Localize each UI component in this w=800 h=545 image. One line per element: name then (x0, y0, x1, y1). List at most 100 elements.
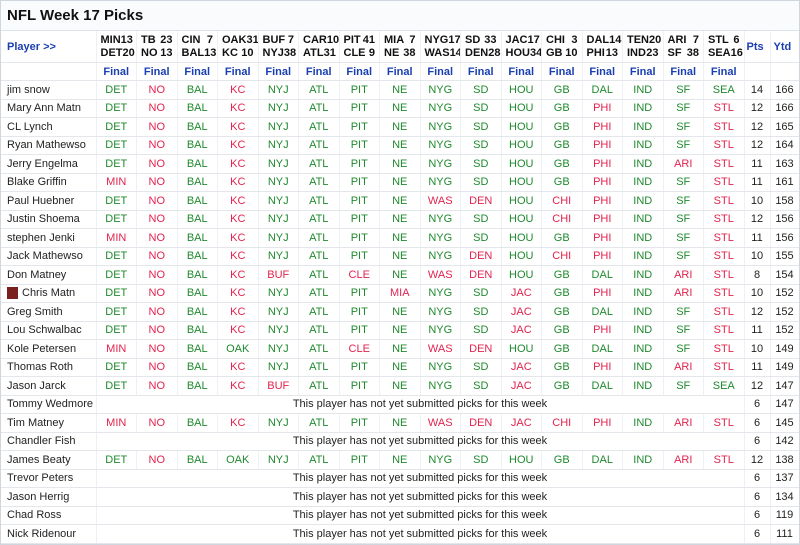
team-line: SEA 16 (704, 47, 743, 60)
ytd: 156 (770, 210, 799, 229)
team: ARI (667, 33, 687, 46)
pick: DET (96, 154, 137, 174)
avatar (7, 287, 18, 300)
player-row: Chad Ross This player has not yet submitt… (1, 506, 799, 525)
pick: NYJ (258, 302, 299, 322)
player-name-cell: Kole Petersen (1, 339, 97, 359)
pick: MIN (96, 413, 137, 433)
pick: DET (96, 247, 137, 266)
player-row: Tommy Wedmore This player has not yet sub… (1, 395, 799, 414)
points: 12 (744, 302, 771, 322)
pick: KC (217, 136, 259, 155)
pick: IND (622, 413, 664, 433)
team-line: NE 38 (380, 47, 419, 60)
team: CHI (546, 33, 565, 46)
pick: SD (460, 376, 502, 396)
game-header: NYG17WAS14 (420, 31, 461, 63)
pick: NYG (420, 228, 461, 248)
points: 11 (744, 228, 771, 248)
pick: PHI (582, 413, 623, 433)
pick: JAC (501, 358, 542, 377)
points: 11 (744, 173, 771, 192)
pick: JAC (501, 302, 542, 322)
ytd: 149 (770, 339, 799, 359)
player-name-cell: Mary Ann Matn (1, 99, 97, 118)
player-row: CL Lynch DET NO BAL KC NYJ ATL PIT NE NYG SD HOU GB P… (1, 117, 799, 137)
pick: SD (460, 450, 502, 470)
game-status: Final (501, 62, 542, 81)
pick: IND (622, 339, 664, 359)
player-row: Greg Smith DET NO BAL KC NYJ ATL PIT NE NYG SD JAC G… (1, 302, 799, 322)
pick: SD (460, 321, 502, 340)
status-row: Final Final Final Final Final Final Final Final… (1, 62, 799, 81)
points: 6 (744, 395, 771, 414)
pick: NE (379, 321, 421, 340)
score: 6 (733, 33, 740, 46)
pick: DET (96, 136, 137, 155)
team-line: NYJ 38 (259, 47, 298, 60)
pick: DET (96, 302, 137, 322)
pick: SF (663, 210, 704, 229)
pick: DAL (582, 450, 623, 470)
pick: BAL (177, 173, 218, 192)
team-line: TB 23 (137, 34, 176, 47)
player-row: Chandler Fish This player has not yet sub… (1, 432, 799, 451)
player-row: Kole Petersen MIN NO BAL OAK NYJ ATL CLE NE WAS DE… (1, 339, 799, 359)
pick: STL (703, 136, 745, 155)
pick: ATL (298, 210, 340, 229)
points: 6 (744, 506, 771, 525)
pick: BAL (177, 321, 218, 340)
player-name: Don Matney (7, 268, 67, 281)
score: 7 (692, 33, 699, 46)
pick: NE (379, 228, 421, 248)
team-line: BAL 13 (178, 47, 217, 60)
game-status: Final (298, 62, 340, 81)
pick: OAK (217, 450, 259, 470)
pick: ATL (298, 154, 340, 174)
player-header[interactable]: Player >> (1, 31, 97, 63)
pick: SD (460, 136, 502, 155)
ytd: 155 (770, 247, 799, 266)
pick: SD (460, 173, 502, 192)
score: 17 (448, 33, 461, 46)
team: IND (627, 46, 646, 59)
pick: BAL (177, 265, 218, 285)
pick: DET (96, 450, 137, 470)
blank (770, 62, 799, 81)
pick: HOU (501, 80, 542, 100)
player-name: Chandler Fish (7, 435, 76, 448)
blank (1, 62, 97, 81)
pick: IND (622, 191, 664, 211)
pick: ATL (298, 136, 340, 155)
pick: ARI (663, 265, 704, 285)
player-name-cell: Justin Shoema (1, 210, 97, 229)
team-line: CAR 10 (299, 34, 338, 47)
score: 14 (609, 33, 622, 46)
player-name-cell: James Beaty (1, 450, 97, 470)
player-row: Justin Shoema DET NO BAL KC NYJ ATL PIT NE NYG SD H… (1, 210, 799, 229)
pick: BAL (177, 99, 218, 118)
player-name-cell: Tim Matney (1, 413, 97, 433)
team-line: PIT 41 (340, 34, 379, 47)
pick: NYJ (258, 191, 299, 211)
pick: ATL (298, 450, 340, 470)
pick: DEN (460, 339, 502, 359)
score: 10 (565, 46, 578, 59)
pick: NO (136, 247, 178, 266)
player-row: Nick Ridenour This player has not yet sub… (1, 524, 799, 544)
pick: ATL (298, 358, 340, 377)
team: SF (667, 46, 682, 59)
player-row: Tim Matney MIN NO BAL KC NYJ ATL PIT NE WAS DEN JAC… (1, 413, 799, 433)
pick: HOU (501, 210, 542, 229)
pick: IND (622, 358, 664, 377)
pick: IND (622, 136, 664, 155)
pick: NO (136, 210, 178, 229)
pick: BAL (177, 117, 218, 137)
ytd: 161 (770, 173, 799, 192)
pick: KC (217, 210, 259, 229)
pick: DET (96, 80, 137, 100)
pick: IND (622, 265, 664, 285)
team-line: BUF 7 (259, 34, 298, 47)
player-name-cell: jim snow (1, 80, 97, 100)
pick: HOU (501, 173, 542, 192)
